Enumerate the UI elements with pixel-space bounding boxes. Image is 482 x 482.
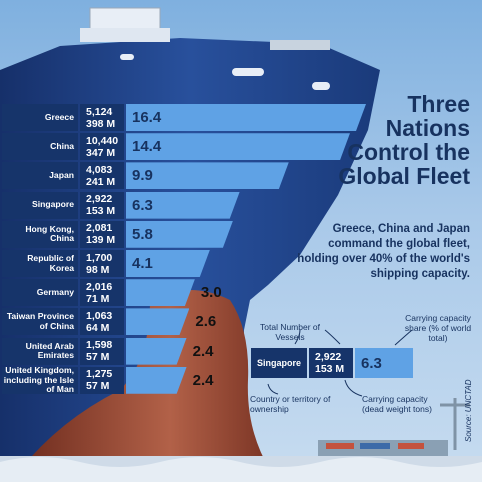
row-capacity: 71 M	[86, 292, 110, 305]
chart-title: Three Nations Control the Global Fleet	[338, 91, 470, 189]
row-stats: 2,922 153 M	[80, 191, 124, 219]
legend-bar	[355, 348, 413, 378]
row-bar	[126, 367, 187, 394]
row-country: Germany	[2, 279, 78, 307]
row-vessels: 1,700	[86, 251, 113, 264]
row-capacity: 139 M	[86, 234, 116, 247]
row-vessels: 2,081	[86, 222, 113, 235]
row-stats: 10,440 347 M	[80, 133, 124, 161]
legend-label-vessels: Total Number of Vessels	[260, 322, 320, 342]
chart-subtitle: Greece, China and Japan command the glob…	[297, 223, 470, 280]
row-vessels: 10,440	[86, 134, 119, 147]
source-credit: Source: UNCTAD	[464, 379, 473, 442]
row-stats: 1,063 64 M	[80, 308, 124, 336]
row-share: 2.4	[192, 371, 214, 389]
row-stats: 1,275 57 M	[80, 366, 124, 394]
row-bar	[126, 338, 187, 365]
row-stats: 4,083 241 M	[80, 162, 124, 190]
row-vessels: 4,083	[86, 163, 113, 176]
legend-label-country: Country or territory of ownership	[250, 394, 331, 414]
row-vessels: 1,598	[86, 339, 113, 352]
row-share: 2.4	[192, 342, 214, 360]
row-bar	[126, 279, 195, 306]
legend-stats: 2,922 153 M	[309, 348, 353, 378]
row-share: 4.1	[132, 255, 153, 272]
row-country: United Kingdom, including the Isle of Ma…	[2, 365, 78, 394]
row-capacity: 241 M	[86, 175, 116, 188]
row-capacity: 57 M	[86, 380, 110, 393]
row-share: 16.4	[132, 109, 162, 126]
row-capacity: 347 M	[86, 146, 116, 159]
row-country: Singapore	[2, 191, 78, 219]
row-country: Greece	[2, 104, 78, 131]
row-vessels: 2,016	[86, 280, 113, 293]
row-bar	[126, 192, 240, 219]
row-capacity: 57 M	[86, 351, 110, 364]
row-share: 9.9	[132, 167, 153, 185]
row-country: Japan	[2, 162, 78, 190]
row-stats: 5,124 398 M	[80, 104, 124, 131]
row-stats: 1,598 57 M	[80, 337, 124, 365]
row-vessels: 1,063	[86, 309, 113, 322]
row-vessels: 5,124	[86, 105, 113, 118]
row-bar	[126, 162, 289, 189]
row-bar	[126, 308, 189, 335]
row-country: China	[2, 133, 78, 161]
row-stats: 2,016 71 M	[80, 279, 124, 307]
row-vessels: 1,275	[86, 368, 113, 381]
legend-vessels: 2,922	[315, 351, 342, 363]
row-capacity: 64 M	[86, 321, 110, 334]
row-capacity: 98 M	[86, 263, 110, 276]
row-capacity: 153 M	[86, 205, 116, 218]
row-stats: 2,081 139 M	[80, 220, 124, 248]
row-bar	[126, 133, 350, 160]
row-country: Republic of Korea	[2, 250, 78, 277]
legend-share: 6.3	[361, 354, 382, 372]
row-bar	[126, 250, 210, 277]
row-share: 6.3	[132, 196, 153, 214]
row-country: United Arab Emirates	[2, 337, 78, 365]
row-share: 14.4	[132, 138, 162, 156]
row-country: Hong Kong, China	[2, 220, 78, 248]
row-bar	[126, 104, 366, 131]
row-country: Taiwan Province of China	[2, 308, 78, 336]
legend-label-share: Carrying capacity share (% of world tota…	[404, 313, 472, 343]
row-share: 5.8	[132, 225, 153, 243]
row-share: 2.6	[195, 313, 217, 331]
legend-country: Singapore	[251, 348, 307, 378]
row-bar	[126, 221, 233, 248]
row-stats: 1,700 98 M	[80, 250, 124, 277]
row-vessels: 2,922	[86, 193, 113, 206]
legend-capacity: 153 M	[315, 363, 345, 375]
legend-label-capacity: Carrying capacity (dead weight tons)	[362, 394, 432, 414]
row-share: 3.0	[200, 284, 222, 302]
row-capacity: 398 M	[86, 117, 116, 130]
